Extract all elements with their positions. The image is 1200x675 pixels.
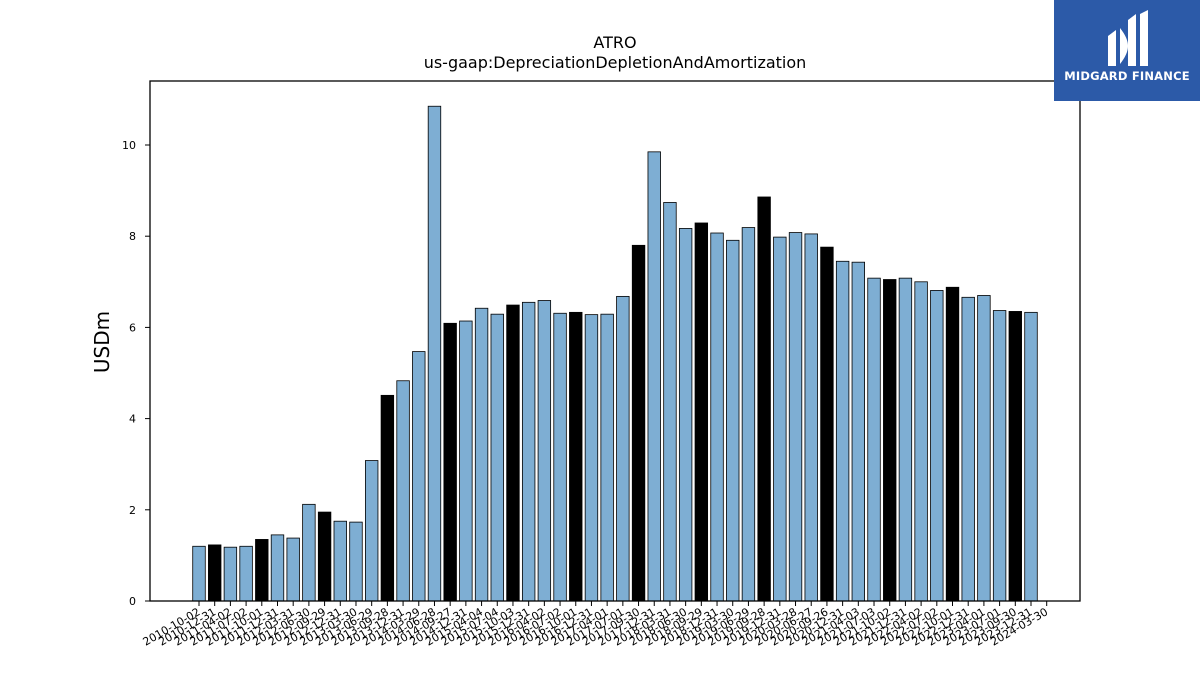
- logo-text: MIDGARD FINANCE: [1064, 69, 1190, 83]
- logo-mark-icon: [1108, 10, 1148, 66]
- bar-2016-07-02: [553, 312, 567, 602]
- bar-2019-03-30: [726, 239, 740, 602]
- bar-2013-06-29: [364, 460, 379, 602]
- brand-logo: MIDGARD FINANCE: [1054, 0, 1200, 101]
- bar-2018-09-29: [694, 222, 709, 602]
- bar-2014-03-29: [412, 351, 426, 602]
- bar-2012-03-31: [286, 537, 300, 602]
- bar-2016-04-02: [537, 300, 552, 602]
- bar-2020-03-28: [788, 232, 803, 602]
- bar-2014-12-31: [459, 320, 473, 602]
- bar-2022-07-02: [930, 290, 944, 602]
- bar-2021-04-03: [851, 261, 865, 602]
- plot-frame: [149, 80, 1081, 602]
- bar-2014-09-27: [443, 322, 457, 602]
- bar-2012-06-30: [302, 503, 316, 602]
- bar-2018-12-31: [710, 232, 724, 602]
- chart-subtitle: us-gaap:DepreciationDepletionAndAmortiza…: [424, 53, 807, 72]
- bar-2022-04-02: [914, 281, 928, 602]
- y-tick-label: 8: [129, 230, 136, 243]
- bar-2018-06-30: [678, 228, 693, 602]
- bar-2017-12-31: [647, 151, 661, 602]
- bar-2011-10-01: [255, 539, 269, 602]
- bar-2016-10-01: [569, 311, 583, 602]
- bar-2023-07-01: [992, 310, 1007, 602]
- bars-group: [192, 105, 1038, 602]
- bar-2023-12-31: [1024, 311, 1038, 602]
- y-tick-label: 2: [129, 504, 136, 517]
- bar-2013-03-30: [349, 521, 363, 602]
- bar-2015-10-03: [506, 304, 520, 602]
- bar-2015-07-04: [490, 313, 504, 602]
- y-tick-label: 4: [129, 413, 136, 426]
- y-axis-label: USDm: [90, 311, 114, 373]
- bar-2023-04-01: [977, 295, 991, 602]
- bar-2016-12-31: [584, 314, 599, 602]
- bar-2014-06-28: [427, 105, 442, 602]
- bar-2010-12-31: [208, 544, 222, 602]
- bar-2011-04-02: [223, 546, 238, 602]
- bar-2022-12-31: [961, 296, 975, 602]
- bar-2017-07-01: [616, 295, 630, 602]
- y-axis-ticks: 0 2 4 6 8 10: [122, 139, 150, 608]
- bar-2017-04-01: [600, 313, 614, 602]
- y-tick-label: 10: [122, 139, 136, 152]
- bar-2019-12-31: [773, 236, 787, 602]
- y-tick-label: 0: [129, 595, 136, 608]
- chart-title: ATRO: [593, 33, 636, 52]
- y-tick-label: 6: [129, 321, 136, 334]
- bar-2021-10-02: [883, 279, 897, 602]
- bar-2019-06-29: [741, 227, 756, 602]
- bar-2012-12-31: [333, 520, 347, 602]
- bar-2020-06-27: [804, 233, 818, 602]
- bar-2012-09-29: [317, 511, 332, 602]
- bar-2011-12-31: [270, 534, 285, 602]
- bar-2013-09-28: [380, 394, 395, 602]
- x-axis-ticks: 2010-10-022010-12-312011-04-022011-07-02…: [141, 601, 1050, 649]
- bar-2021-07-03: [867, 277, 881, 602]
- bar-2011-07-02: [239, 545, 253, 602]
- bar-2023-09-30: [1008, 311, 1022, 602]
- bar-2010-10-02: [192, 545, 206, 602]
- bar-2020-09-26: [820, 246, 834, 602]
- bar-2013-12-31: [396, 380, 410, 602]
- bar-2017-09-30: [631, 244, 646, 602]
- bar-2019-09-28: [757, 196, 771, 602]
- bar-2021-12-31: [898, 277, 913, 602]
- bar-2020-12-31: [835, 260, 850, 602]
- bar-2022-10-01: [945, 286, 960, 602]
- bar-2015-04-04: [474, 307, 489, 602]
- bar-2015-12-31: [521, 301, 536, 602]
- bar-2018-03-31: [663, 202, 677, 602]
